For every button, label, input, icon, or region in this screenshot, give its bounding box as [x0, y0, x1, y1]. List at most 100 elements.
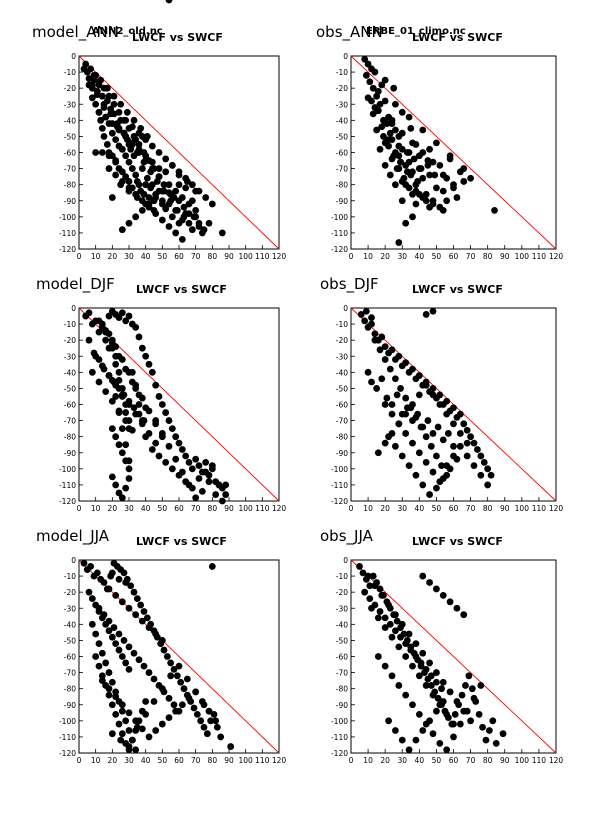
data-point	[208, 563, 216, 570]
data-point	[138, 617, 146, 625]
data-point	[115, 489, 123, 497]
data-point	[122, 116, 130, 124]
data-point	[424, 417, 432, 424]
data-point	[122, 579, 130, 586]
data-point	[409, 365, 416, 373]
x-tick-label: 100	[239, 504, 254, 513]
data-point	[403, 168, 411, 176]
data-point	[115, 630, 123, 638]
panel-title: obs_DJF	[320, 275, 379, 294]
data-point	[128, 736, 136, 744]
data-point	[150, 698, 158, 705]
data-point	[108, 569, 116, 577]
data-point	[385, 717, 392, 725]
data-point	[451, 711, 459, 718]
data-point	[388, 410, 396, 418]
data-point	[439, 436, 447, 444]
data-point	[98, 362, 106, 370]
data-point	[118, 653, 126, 660]
data-point	[393, 617, 401, 625]
panel-title: model_ANN	[32, 23, 119, 42]
data-point	[132, 323, 140, 331]
x-tick-label: 30	[124, 504, 134, 513]
data-point	[110, 624, 118, 631]
y-tick-label: -90	[64, 197, 76, 206]
data-point	[122, 441, 130, 449]
data-point	[438, 685, 445, 693]
data-point	[115, 646, 123, 654]
data-point	[145, 669, 153, 676]
panel-subtitle: LWCF vs SWCF	[132, 31, 223, 44]
data-point	[378, 333, 386, 341]
data-point	[376, 346, 384, 354]
data-point	[152, 439, 160, 447]
data-point	[426, 717, 433, 725]
data-point	[215, 481, 223, 489]
data-point	[85, 309, 93, 317]
x-tick-label: 40	[415, 756, 425, 765]
data-point	[450, 720, 457, 728]
data-point	[115, 368, 123, 376]
data-point	[135, 149, 143, 156]
x-tick-label: 20	[108, 252, 118, 261]
data-point	[92, 149, 100, 156]
y-tick-label: -100	[331, 213, 348, 222]
data-point	[93, 91, 101, 98]
x-tick-label: 110	[255, 756, 270, 765]
x-tick-label: 0	[349, 504, 354, 513]
data-point	[392, 375, 399, 383]
data-point	[95, 662, 103, 670]
data-point	[95, 78, 103, 86]
data-point	[373, 92, 381, 100]
data-point	[381, 97, 389, 105]
data-point	[222, 491, 230, 498]
data-point	[125, 743, 133, 750]
data-point	[364, 572, 372, 580]
data-point	[489, 717, 497, 725]
data-point	[429, 200, 437, 208]
y-tick-label: -90	[336, 197, 348, 206]
y-tick-label: -120	[331, 245, 348, 254]
data-point	[373, 385, 381, 392]
data-point	[178, 468, 186, 476]
data-point	[433, 139, 440, 147]
data-point	[145, 624, 153, 631]
data-point	[383, 120, 391, 127]
data-point	[105, 691, 113, 699]
data-point	[117, 736, 125, 744]
data-point	[105, 669, 113, 676]
y-tick-label: -80	[64, 181, 76, 190]
panel-title: model_DJF	[36, 275, 115, 294]
data-point	[444, 430, 452, 437]
data-point	[98, 149, 106, 156]
data-point	[388, 346, 396, 354]
data-point	[180, 203, 188, 211]
data-point	[165, 417, 173, 424]
x-tick-label: 60	[174, 756, 184, 765]
y-tick-label: -20	[336, 336, 348, 345]
y-tick-label: -40	[64, 620, 76, 629]
y-tick-label: -70	[336, 165, 348, 174]
data-point	[140, 608, 148, 615]
y-tick-label: -70	[336, 417, 348, 426]
data-point	[392, 627, 399, 635]
data-point	[158, 685, 166, 693]
x-tick-label: 30	[124, 756, 134, 765]
data-point	[142, 698, 150, 705]
data-point	[182, 184, 190, 192]
data-point	[419, 149, 427, 156]
data-point	[170, 701, 178, 709]
data-point	[390, 84, 398, 92]
y-tick-label: -110	[331, 229, 348, 238]
y-tick-label: 0	[71, 52, 76, 61]
x-tick-label: 10	[91, 252, 101, 261]
data-point	[463, 452, 471, 460]
y-tick-label: -80	[336, 685, 348, 694]
data-point	[200, 723, 208, 731]
data-point	[395, 239, 403, 246]
data-point	[463, 426, 471, 434]
x-tick-label: 60	[174, 504, 184, 513]
data-point	[429, 385, 437, 392]
data-point	[185, 481, 193, 489]
data-point	[192, 688, 200, 696]
